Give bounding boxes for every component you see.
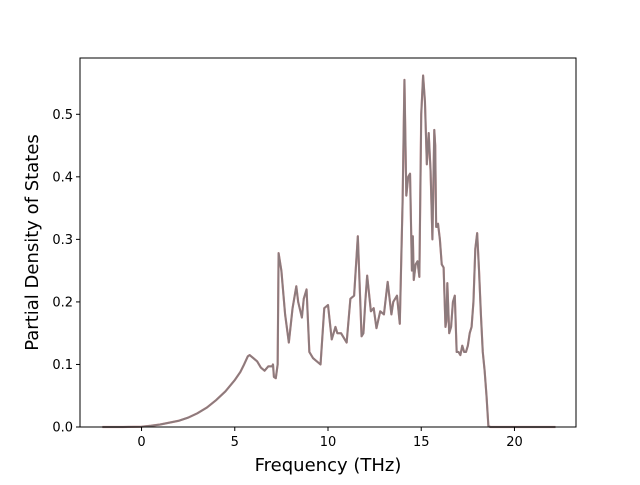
series-line-underlay — [102, 74, 556, 429]
y-tick-label: 0.0 — [52, 421, 73, 436]
x-tick-label: 20 — [506, 435, 523, 450]
x-axis-label: Frequency (THz) — [255, 455, 402, 476]
y-tick-label: 0.3 — [52, 233, 73, 248]
x-tick-label: 15 — [413, 435, 430, 450]
series-line — [102, 74, 556, 428]
x-axis-ticks: 0 5 10 15 20 — [137, 427, 523, 450]
y-tick-label: 0.5 — [52, 108, 73, 123]
plot-frame — [79, 57, 577, 428]
y-tick-label: 0.2 — [52, 295, 73, 310]
y-tick-label: 0.4 — [52, 170, 73, 185]
x-tick-label: 10 — [320, 435, 337, 450]
y-tick-label: 0.1 — [52, 358, 73, 373]
y-axis-label: Partial Density of States — [22, 134, 43, 351]
y-axis-ticks: 0.0 0.1 0.2 0.3 0.4 0.5 — [52, 108, 80, 436]
plot-marks — [102, 74, 556, 429]
x-tick-label: 5 — [231, 435, 239, 450]
x-tick-label: 0 — [137, 435, 145, 450]
